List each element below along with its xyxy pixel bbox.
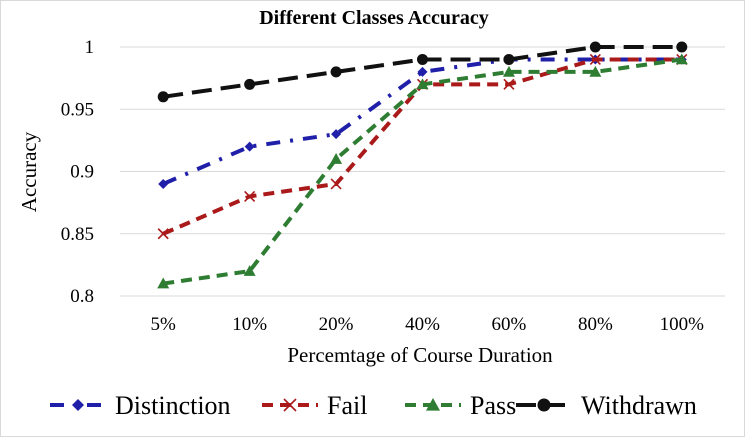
data-point-withdrawn	[330, 66, 342, 78]
x-tick-label: 20%	[319, 314, 354, 335]
y-tick-label: 0.95	[61, 99, 94, 120]
data-point-distinction	[417, 66, 428, 77]
legend-marker-pass	[426, 398, 440, 411]
data-point-withdrawn	[503, 53, 515, 65]
series-line-distinction	[162, 57, 682, 186]
y-tick-label: 1	[85, 37, 95, 58]
data-point-distinction	[244, 141, 255, 152]
legend-item-withdrawn: Withdrawn	[516, 391, 697, 420]
data-point-pass	[589, 65, 602, 77]
series-withdrawn	[157, 41, 688, 103]
data-point-pass	[243, 265, 256, 276]
y-axis-label: Accuracy	[17, 131, 41, 212]
x-tick-label: 40%	[405, 314, 440, 335]
data-point-pass	[502, 65, 515, 77]
x-axis-label: Percemtage of Course Duration	[287, 343, 553, 367]
data-point-pass	[675, 53, 688, 65]
legend-label-distinction: Distinction	[115, 391, 231, 420]
x-tick-label: 10%	[232, 314, 267, 335]
legend-item-fail: Fail	[262, 391, 367, 420]
y-tick-label: 0.85	[61, 224, 94, 245]
series-pass	[157, 53, 688, 289]
y-tick-label: 0.9	[70, 162, 94, 183]
x-tick-label: 60%	[492, 314, 527, 335]
data-point-withdrawn	[676, 41, 688, 53]
x-axis-ticks: 5% 10% 20% 40% 60% 80% 100%	[151, 314, 705, 335]
data-point-withdrawn	[244, 78, 256, 90]
x-tick-label: 100%	[660, 314, 705, 335]
legend-label-withdrawn: Withdrawn	[581, 391, 697, 420]
legend-label-fail: Fail	[327, 391, 367, 420]
data-point-distinction	[158, 178, 169, 189]
legend-label-pass: Pass	[470, 391, 516, 420]
legend-marker-distinction	[72, 399, 84, 411]
data-point-fail	[157, 228, 169, 240]
series-lines	[157, 41, 688, 289]
x-tick-label: 80%	[578, 314, 613, 335]
data-point-pass	[416, 78, 429, 90]
data-point-fail	[244, 190, 256, 202]
x-tick-label: 5%	[151, 314, 177, 335]
data-point-fail	[589, 53, 601, 66]
data-point-pass	[157, 277, 170, 289]
data-point-withdrawn	[417, 53, 428, 65]
data-point-withdrawn	[157, 91, 169, 103]
chart-title: Different Classes Accuracy	[259, 7, 489, 29]
legend: Distinction Fail Pass Withdrawn	[50, 391, 697, 420]
y-axis-ticks: 0.8 0.85 0.9 0.95 1	[61, 37, 94, 307]
data-point-fail	[330, 178, 342, 190]
data-point-pass	[330, 153, 343, 164]
data-point-withdrawn	[589, 41, 601, 53]
data-point-fail	[503, 78, 515, 90]
legend-item-distinction: Distinction	[50, 391, 231, 420]
legend-marker-withdrawn	[537, 398, 551, 412]
y-tick-label: 0.8	[70, 286, 94, 307]
legend-item-pass: Pass	[405, 391, 516, 420]
data-point-distinction	[331, 129, 342, 140]
legend-marker-fail	[283, 398, 297, 412]
series-distinction	[158, 54, 687, 189]
